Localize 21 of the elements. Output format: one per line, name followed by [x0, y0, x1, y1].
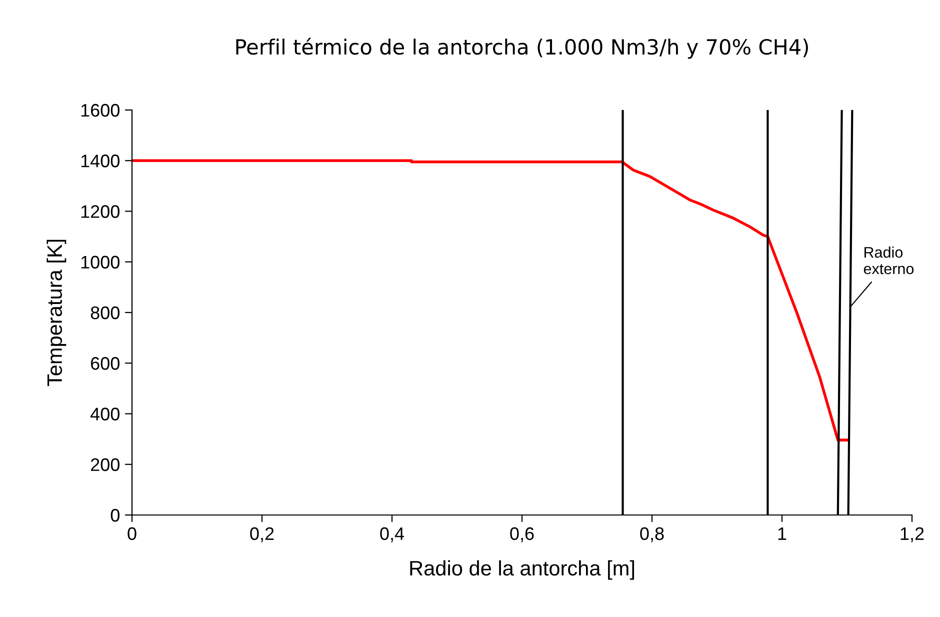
x-axis-title: Radio de la antorcha [m]: [410, 560, 634, 580]
y-tick-label: 200: [90, 458, 120, 472]
chart-title: Perfil térmico de la antorcha (1.000 Nm3/h y 70% CH4): [236, 38, 808, 59]
y-tick-label: 800: [90, 306, 120, 320]
line-series: [132, 159, 848, 442]
y-tick-label: 1000: [81, 256, 120, 269]
y-axis-title: Temperatura [K]: [46, 240, 66, 386]
x-tick-label: 1,2: [900, 527, 924, 542]
x-tick-label: 0,2: [250, 527, 274, 542]
x-tick-label: 1: [778, 527, 786, 540]
annotation: Radio externo: [864, 246, 914, 274]
x-tick-label: 0,4: [380, 527, 404, 542]
x-tick-label: 0,8: [640, 527, 664, 542]
y-tick-label: 1400: [81, 154, 120, 168]
x-tick-label: 0,6: [510, 527, 534, 542]
y-tick-label: 1200: [81, 205, 120, 218]
y-tick-label: 600: [90, 357, 120, 370]
x-tick-label: 0: [128, 527, 136, 540]
y-tick-label: 0: [110, 508, 120, 522]
y-tick-label: 400: [90, 408, 120, 420]
y-tick-label: 1600: [81, 104, 120, 117]
